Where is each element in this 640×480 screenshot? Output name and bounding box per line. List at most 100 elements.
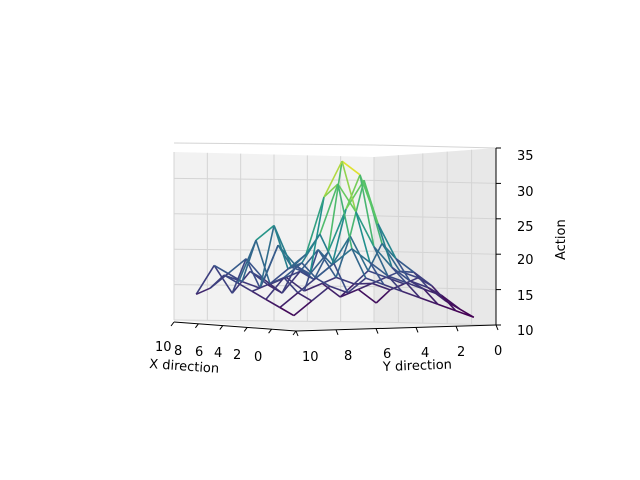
x-tick-label: 10 [155, 340, 172, 355]
x-axis-label: X direction [149, 357, 220, 377]
x-tick-label: 4 [214, 346, 222, 361]
wireframe-segment [251, 282, 271, 293]
x-tick [219, 325, 224, 330]
y-tick [415, 327, 419, 333]
gridline [373, 250, 497, 255]
wireframe-segment [387, 275, 407, 284]
wireframe-segment [269, 276, 285, 285]
wireframe-segment [303, 282, 323, 292]
wireframe-segment [339, 288, 359, 298]
z-tick-label: 30 [517, 185, 534, 200]
wireframe-segment [329, 285, 349, 294]
wireframe-segment [455, 310, 475, 319]
wireframe-segment [269, 268, 289, 285]
wireframe-segment [355, 211, 375, 247]
wireframe-segment [299, 249, 319, 272]
x-tick-label: 0 [254, 350, 262, 365]
gridline [373, 179, 497, 184]
wireframe-segment [337, 183, 353, 249]
wireframe-segment [399, 270, 415, 274]
wireframe-segment [263, 278, 283, 294]
axis-ticks [170, 147, 501, 337]
x-tick [268, 328, 273, 334]
wireframe-segment [401, 290, 421, 299]
wireframe-segment [351, 248, 367, 279]
wireframe-segment [371, 282, 391, 291]
wireframe-segment [405, 281, 425, 290]
wireframe-segment [309, 196, 325, 275]
wireframe-segment [373, 246, 393, 268]
wireframe-segment [345, 179, 365, 210]
wireframe-segment [395, 258, 411, 282]
wireframe-segment [315, 277, 331, 287]
wireframe-segment [437, 303, 457, 312]
y-axis-label: Y direction [382, 358, 453, 375]
wireframe-segment [369, 261, 385, 286]
wireframe-segment [227, 258, 247, 275]
x-tick-label: 2 [233, 348, 241, 363]
wireframe-segment [359, 174, 379, 225]
z-axis-label: Action [554, 219, 569, 260]
gridline [373, 215, 497, 220]
x-axis-line [173, 321, 297, 332]
y-tick [335, 329, 339, 335]
back-wall-right [374, 148, 496, 325]
wireframe-segment [283, 262, 303, 279]
z-tick-label: 25 [517, 220, 534, 235]
wireframe-segment [333, 263, 349, 294]
wireframe-segment [315, 262, 335, 279]
wireframe-segment [341, 160, 361, 176]
wireframe-segment [377, 223, 397, 260]
wireframe-segment [309, 251, 329, 275]
wireframe-segment [349, 180, 365, 237]
wireframe-segment [323, 183, 339, 198]
y-axis-line [295, 324, 497, 332]
wireframe-segment [259, 225, 275, 289]
y-tick-label: 2 [457, 345, 465, 360]
wireframe-segment [317, 249, 337, 278]
wireframe-segment [255, 224, 275, 241]
z-tick-label: 35 [517, 149, 534, 164]
wireframe-segment [231, 258, 247, 294]
wireframe-segment [387, 275, 403, 292]
gridline [373, 144, 497, 149]
y-tick-label: 8 [344, 349, 352, 364]
z-tick-label: 20 [517, 253, 534, 268]
wireframe-segment [223, 274, 239, 284]
wireframe-segment [323, 160, 343, 198]
wireframe-segment [441, 295, 457, 312]
wireframe-segment [213, 264, 233, 294]
wireframe-segment [423, 288, 443, 297]
wireframe-segment [195, 287, 211, 296]
x-tick [170, 321, 175, 327]
wireframe-segment [419, 296, 439, 305]
wireframe-segment [369, 261, 389, 277]
wireframe-segment [357, 288, 377, 304]
wireframe-segment [353, 270, 369, 285]
x-tick [194, 323, 199, 329]
wireframe-segment [391, 266, 407, 284]
y-tick [495, 324, 499, 331]
wireframe-segment [327, 208, 347, 253]
wireframe-segment [255, 239, 271, 284]
wireframe-segment [237, 282, 253, 292]
wireframe-segment [357, 282, 373, 291]
gridline [173, 142, 375, 146]
wireframe-segment [365, 277, 385, 286]
wireframe-segment [285, 270, 301, 279]
gridlines [173, 142, 497, 326]
wireframe-segment [209, 274, 225, 289]
wireframe-segment [373, 246, 389, 277]
x-tick [243, 327, 248, 332]
wireframe-segment [241, 280, 261, 289]
wireframe-segment [195, 264, 215, 295]
floor-pane [174, 320, 496, 330]
wireframe-segment [301, 233, 321, 264]
wireframe-segment [327, 161, 343, 253]
wireframe-segment [345, 174, 361, 210]
wireframe-segment [355, 211, 371, 263]
wireframe-segment [351, 248, 371, 264]
wireframe-segment [333, 248, 353, 265]
wireframe-segment [375, 289, 391, 304]
wireframe-segment [354, 282, 373, 285]
